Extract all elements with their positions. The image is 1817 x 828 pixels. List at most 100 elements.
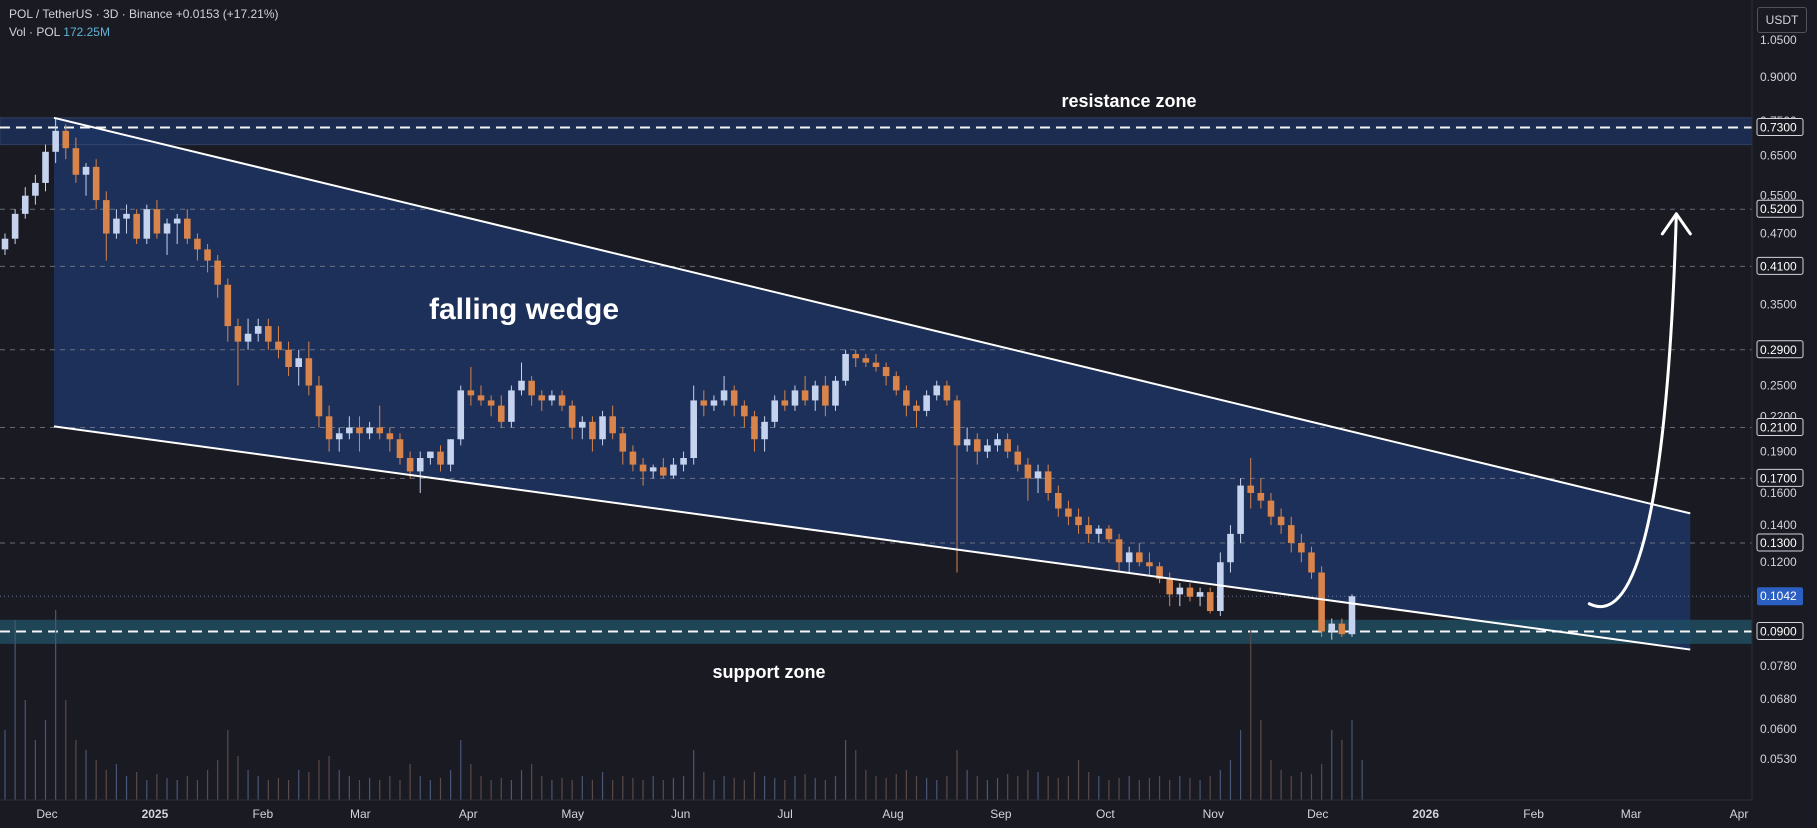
x-tick-label: Jul [777,807,792,821]
candle [467,366,475,406]
candle-body [680,458,687,465]
candle-body [11,213,19,239]
candle-body [609,416,616,434]
symbol-title[interactable]: POL / TetherUS · 3D · Binance [9,7,173,21]
candle [32,174,39,205]
candle-body [1125,552,1133,563]
candle-body [548,395,556,401]
y-tick-label: 1.0500 [1760,33,1797,47]
candle-body [1217,562,1224,612]
level-price-label: 0.2900 [1760,343,1797,357]
candle-body [102,200,110,234]
candle [295,349,302,386]
candle-body [346,427,353,434]
x-tick-label: Dec [1307,807,1328,821]
candle-body [1227,533,1234,563]
candle-body [1156,566,1163,579]
candle-body [923,395,930,411]
candle [1004,433,1011,459]
x-tick-label: Feb [1523,807,1544,821]
candle-body [771,400,779,422]
candle [1105,525,1113,543]
candle [1237,478,1244,543]
candle [639,458,647,486]
candle [751,410,758,452]
y-tick-label: 0.1900 [1760,445,1797,459]
candle [133,209,140,245]
candle-body [933,385,941,396]
level-price-tag [1756,340,1804,359]
candle [1014,445,1022,472]
candle [153,200,161,239]
candle-body [82,166,90,175]
candle [548,390,556,406]
candle [42,144,49,192]
candle [1328,618,1336,640]
candle-body [690,400,697,459]
candle-body [1318,572,1325,632]
candle [811,380,819,411]
x-tick-label: 2026 [1412,807,1439,821]
candle-body [143,209,151,239]
currency-unit-button[interactable]: USDT [1757,7,1807,33]
candle-body [497,405,505,422]
candle-body [62,130,70,149]
volume-label[interactable]: Vol · POL [9,25,60,39]
candle [1277,508,1285,534]
candle-body [163,223,171,234]
candle-body [741,405,748,417]
candle [325,405,333,452]
wedge-upper-trendline [53,116,1691,515]
candle-body [822,385,829,406]
candle [1136,542,1143,567]
candle-body [335,433,343,440]
candle [366,421,373,440]
candle [184,209,191,245]
candle-body [1348,596,1356,635]
candle [1308,546,1315,579]
candle-body [1328,623,1336,632]
candle [568,400,576,440]
candle-body [1085,525,1092,534]
candle-body [416,458,424,472]
candle-body [487,400,495,406]
volume-header: Vol · POL 172.25M [9,25,110,39]
candle-body [254,326,262,334]
candle [629,445,637,472]
candle-body [204,249,211,261]
candle [406,451,414,479]
level-price-tag [1756,468,1804,487]
candle-body [295,358,302,367]
candle [224,278,232,342]
candle [801,376,809,406]
candle [508,385,515,428]
candle [578,416,586,440]
y-tick-label: 0.1200 [1760,555,1797,569]
candle-body [1044,471,1052,493]
candle [1075,508,1082,534]
candle [518,362,525,396]
candle-body [751,416,758,440]
candle [680,451,687,472]
x-tick-label: May [561,807,584,821]
level-price-tag [1756,256,1804,275]
candle-body [265,326,272,342]
candle-body [42,151,49,183]
candle-body [275,341,282,350]
candle [1115,533,1123,573]
candle-body [1176,587,1184,595]
candle [528,376,535,406]
candle-body [984,445,991,452]
candle-body [437,451,444,465]
projection-arrowhead [1660,212,1692,236]
candle-body [1247,485,1255,493]
candle-body [1004,439,1011,452]
candle-body [761,421,768,440]
level-price-label: 0.5200 [1760,202,1797,216]
candle [933,380,941,401]
current-price-tag[interactable] [1757,587,1803,606]
resistance-zone [0,117,1753,146]
candle-body [467,390,475,396]
symbol-header: POL / TetherUS · 3D · Binance +0.0153 (+… [9,7,279,21]
